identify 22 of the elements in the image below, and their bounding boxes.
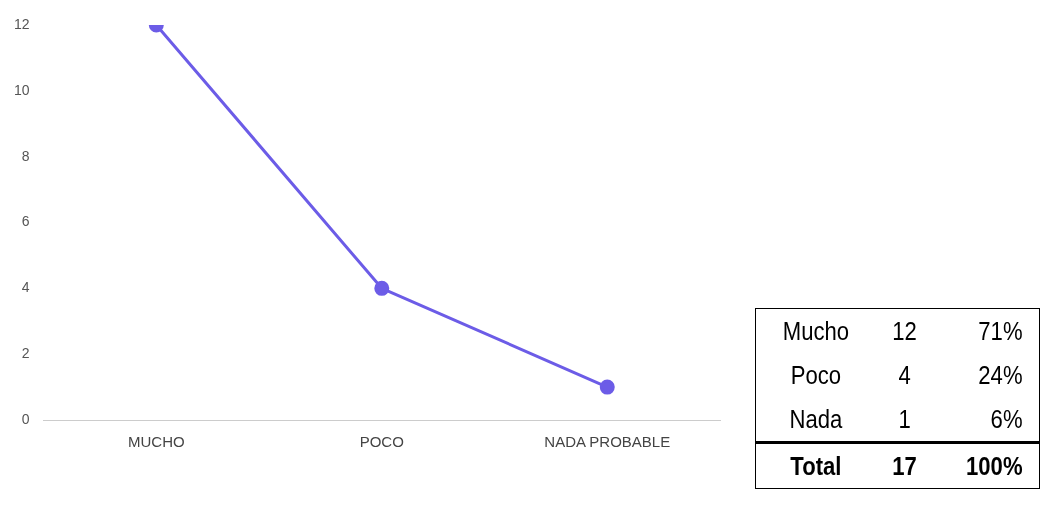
- text: 71%: [977, 315, 1024, 348]
- text: 6%: [989, 403, 1024, 436]
- text: 4: [897, 359, 912, 392]
- text: Total: [788, 450, 842, 483]
- y-tick-label: 8: [21, 147, 30, 164]
- x-tick-label: NADA PROBABLE: [544, 433, 671, 451]
- y-tick-label: 10: [13, 81, 30, 98]
- y-tick-label: 0: [21, 410, 30, 427]
- y-tick-label: 2: [21, 345, 30, 362]
- x-tick-label: MUCHO: [127, 433, 185, 451]
- y-tick-label: 6: [21, 213, 30, 230]
- text: Mucho: [781, 315, 850, 348]
- text: 1: [897, 403, 912, 436]
- y-tick-label: 4: [21, 279, 30, 296]
- x-tick-label: POCO: [359, 433, 404, 451]
- text: 100%: [965, 450, 1024, 483]
- text: 17: [891, 450, 918, 483]
- text: Poco: [789, 359, 842, 392]
- y-tick-label: 12: [13, 15, 30, 32]
- text: 24%: [977, 359, 1024, 392]
- text: Nada: [787, 403, 844, 436]
- text: 12: [891, 315, 918, 348]
